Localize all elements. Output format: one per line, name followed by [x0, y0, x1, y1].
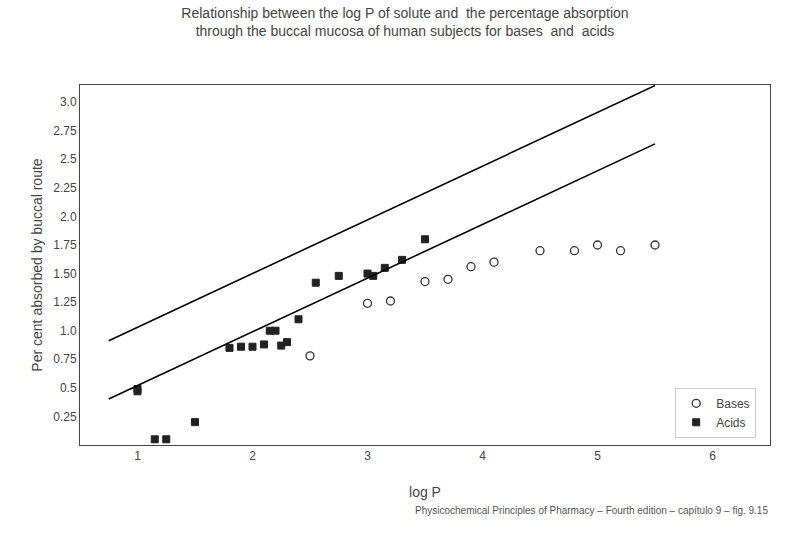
- svg-text:Bases: Bases: [716, 397, 749, 411]
- svg-text:1.50: 1.50: [53, 267, 77, 281]
- svg-text:1.0: 1.0: [60, 324, 77, 338]
- svg-text:0.25: 0.25: [53, 410, 77, 424]
- svg-text:3.0: 3.0: [60, 95, 77, 109]
- svg-text:log P: log P: [409, 484, 441, 500]
- svg-text:Acids: Acids: [716, 416, 745, 430]
- svg-text:1: 1: [134, 449, 141, 463]
- svg-text:2.75: 2.75: [53, 124, 77, 138]
- svg-text:6: 6: [709, 449, 716, 463]
- svg-text:2.25: 2.25: [53, 181, 77, 195]
- svg-text:0.75: 0.75: [53, 352, 77, 366]
- svg-text:2: 2: [249, 449, 256, 463]
- svg-text:4: 4: [479, 449, 486, 463]
- svg-text:5: 5: [594, 449, 601, 463]
- svg-text:0.5: 0.5: [60, 381, 77, 395]
- svg-text:1.25: 1.25: [53, 295, 77, 309]
- svg-text:2.5: 2.5: [60, 152, 77, 166]
- svg-text:1.75: 1.75: [53, 238, 77, 252]
- svg-text:Per cent absorbed by buccal ro: Per cent absorbed by buccal route: [29, 158, 45, 371]
- svg-text:Relationship between the log P: Relationship between the log P of solute…: [181, 5, 628, 39]
- svg-text:3: 3: [364, 449, 371, 463]
- svg-text:2.0: 2.0: [60, 210, 77, 224]
- svg-text:Physicochemical Principles of: Physicochemical Principles of Pharmacy –…: [415, 505, 768, 516]
